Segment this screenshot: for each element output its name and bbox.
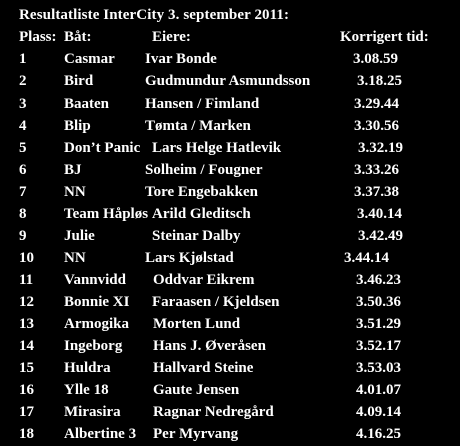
owners-cell: Hans J. Øveråsen bbox=[153, 338, 266, 354]
owners-cell: Gudmundur Asmundsson bbox=[145, 73, 311, 89]
place-cell: 17 bbox=[19, 404, 34, 420]
place-cell: 16 bbox=[19, 382, 34, 398]
table-row: 10 NN Lars Kjølstad 3.44.14 bbox=[0, 250, 460, 270]
boat-cell: NN bbox=[64, 250, 86, 266]
time-cell: 3.29.44 bbox=[354, 96, 399, 112]
boat-cell: Julie bbox=[64, 228, 95, 244]
owners-cell: Tømta / Marken bbox=[145, 118, 251, 134]
boat-cell: BJ bbox=[64, 162, 82, 178]
owners-cell: Hansen / Fimland bbox=[145, 96, 260, 112]
boat-cell: Blip bbox=[64, 118, 91, 134]
owners-cell: Per Myrvang bbox=[153, 426, 239, 442]
place-cell: 2 bbox=[19, 73, 27, 89]
header-owners: Eiere: bbox=[152, 29, 191, 45]
owners-cell: Solheim / Fougner bbox=[145, 162, 263, 178]
owners-cell: Oddvar Eikrem bbox=[153, 272, 255, 288]
place-cell: 10 bbox=[19, 250, 34, 266]
owners-cell: Lars Helge Hatlevik bbox=[152, 140, 282, 156]
boat-cell: Baaten bbox=[64, 96, 109, 112]
boat-cell: Armogika bbox=[64, 316, 129, 332]
time-cell: 3.52.17 bbox=[356, 338, 401, 354]
time-cell: 3.40.14 bbox=[357, 206, 402, 222]
time-cell: 4.01.07 bbox=[356, 382, 401, 398]
owners-cell: Steinar Dalby bbox=[152, 228, 241, 244]
table-row: 1 Casmar Ivar Bonde 3.08.59 bbox=[0, 51, 460, 71]
place-cell: 12 bbox=[19, 294, 34, 310]
place-cell: 3 bbox=[19, 96, 27, 112]
owners-cell: Lars Kjølstad bbox=[145, 250, 234, 266]
boat-cell: Mirasira bbox=[64, 404, 121, 420]
results-document: Resultatliste InterCity 3. september 201… bbox=[0, 7, 460, 442]
owners-cell: Ragnar Nedregård bbox=[153, 404, 274, 420]
table-row: 5 Don’t Panic Lars Helge Hatlevik 3.32.19 bbox=[0, 140, 460, 160]
time-cell: 3.46.23 bbox=[356, 272, 401, 288]
table-row: 7 NN Tore Engebakken 3.37.38 bbox=[0, 184, 460, 204]
time-cell: 3.08.59 bbox=[353, 51, 398, 67]
table-row: 4 Blip Tømta / Marken 3.30.56 bbox=[0, 118, 460, 138]
boat-cell: Huldra bbox=[64, 360, 111, 376]
place-cell: 13 bbox=[19, 316, 34, 332]
owners-cell: Ivar Bonde bbox=[145, 51, 217, 67]
place-cell: 9 bbox=[19, 228, 27, 244]
boat-cell: NN bbox=[64, 184, 86, 200]
boat-cell: Bird bbox=[64, 73, 94, 89]
boat-cell: Vannvidd bbox=[64, 272, 126, 288]
table-row: 13 Armogika Morten Lund 3.51.29 bbox=[0, 316, 460, 336]
header-corrected-time: Korrigert tid: bbox=[340, 29, 429, 45]
header-place: Plass: bbox=[19, 29, 57, 45]
place-cell: 8 bbox=[19, 206, 27, 222]
table-row: 14 Ingeborg Hans J. Øveråsen 3.52.17 bbox=[0, 338, 460, 358]
boat-cell: Ylle 18 bbox=[64, 382, 109, 398]
time-cell: 3.42.49 bbox=[358, 228, 403, 244]
boat-cell: Don’t Panic bbox=[64, 140, 141, 156]
time-cell: 3.44.14 bbox=[344, 250, 389, 266]
boat-cell: Albertine 3 bbox=[64, 426, 137, 442]
owners-cell: Morten Lund bbox=[153, 316, 241, 332]
place-cell: 6 bbox=[19, 162, 27, 178]
time-cell: 3.37.38 bbox=[354, 184, 399, 200]
time-cell: 3.53.03 bbox=[356, 360, 401, 376]
time-cell: 3.32.19 bbox=[358, 140, 403, 156]
place-cell: 7 bbox=[19, 184, 27, 200]
place-cell: 4 bbox=[19, 118, 27, 134]
place-cell: 14 bbox=[19, 338, 34, 354]
boat-cell: Ingeborg bbox=[64, 338, 123, 354]
owners-cell: Arild Gleditsch bbox=[152, 206, 251, 222]
place-cell: 1 bbox=[19, 51, 27, 67]
owners-cell: Tore Engebakken bbox=[145, 184, 258, 200]
time-cell: 3.30.56 bbox=[354, 118, 399, 134]
table-row: 11 Vannvidd Oddvar Eikrem 3.46.23 bbox=[0, 272, 460, 292]
time-cell: 4.16.25 bbox=[356, 426, 401, 442]
owners-cell: Hallvard Steine bbox=[153, 360, 254, 376]
boat-cell: Bonnie XI bbox=[64, 294, 130, 310]
time-cell: 3.33.26 bbox=[354, 162, 399, 178]
table-row: 8 Team Håpløs Arild Gleditsch 3.40.14 bbox=[0, 206, 460, 226]
table-row: 6 BJ Solheim / Fougner 3.33.26 bbox=[0, 162, 460, 182]
table-row: 9 Julie Steinar Dalby 3.42.49 bbox=[0, 228, 460, 248]
header-boat: Båt: bbox=[64, 29, 92, 45]
document-title: Resultatliste InterCity 3. september 201… bbox=[19, 7, 290, 23]
time-cell: 3.18.25 bbox=[357, 73, 402, 89]
table-row: 12 Bonnie XI Faraasen / Kjeldsen 3.50.36 bbox=[0, 294, 460, 314]
place-cell: 5 bbox=[19, 140, 27, 156]
time-cell: 4.09.14 bbox=[356, 404, 401, 420]
table-row: 15 Huldra Hallvard Steine 3.53.03 bbox=[0, 360, 460, 380]
owners-cell: Gaute Jensen bbox=[153, 382, 240, 398]
place-cell: 11 bbox=[19, 272, 34, 288]
table-row: 2 Bird Gudmundur Asmundsson 3.18.25 bbox=[0, 73, 460, 93]
time-cell: 3.51.29 bbox=[356, 316, 401, 332]
place-cell: 15 bbox=[19, 360, 34, 376]
owners-cell: Faraasen / Kjeldsen bbox=[152, 294, 280, 310]
table-row: 18 Albertine 3 Per Myrvang 4.16.25 bbox=[0, 426, 460, 446]
boat-cell: Casmar bbox=[64, 51, 115, 67]
table-row: 3 Baaten Hansen / Fimland 3.29.44 bbox=[0, 96, 460, 116]
table-row: 16 Ylle 18 Gaute Jensen 4.01.07 bbox=[0, 382, 460, 402]
place-cell: 18 bbox=[19, 426, 34, 442]
time-cell: 3.50.36 bbox=[356, 294, 401, 310]
boat-cell: Team Håpløs bbox=[64, 206, 149, 222]
table-row: 17 Mirasira Ragnar Nedregård 4.09.14 bbox=[0, 404, 460, 424]
